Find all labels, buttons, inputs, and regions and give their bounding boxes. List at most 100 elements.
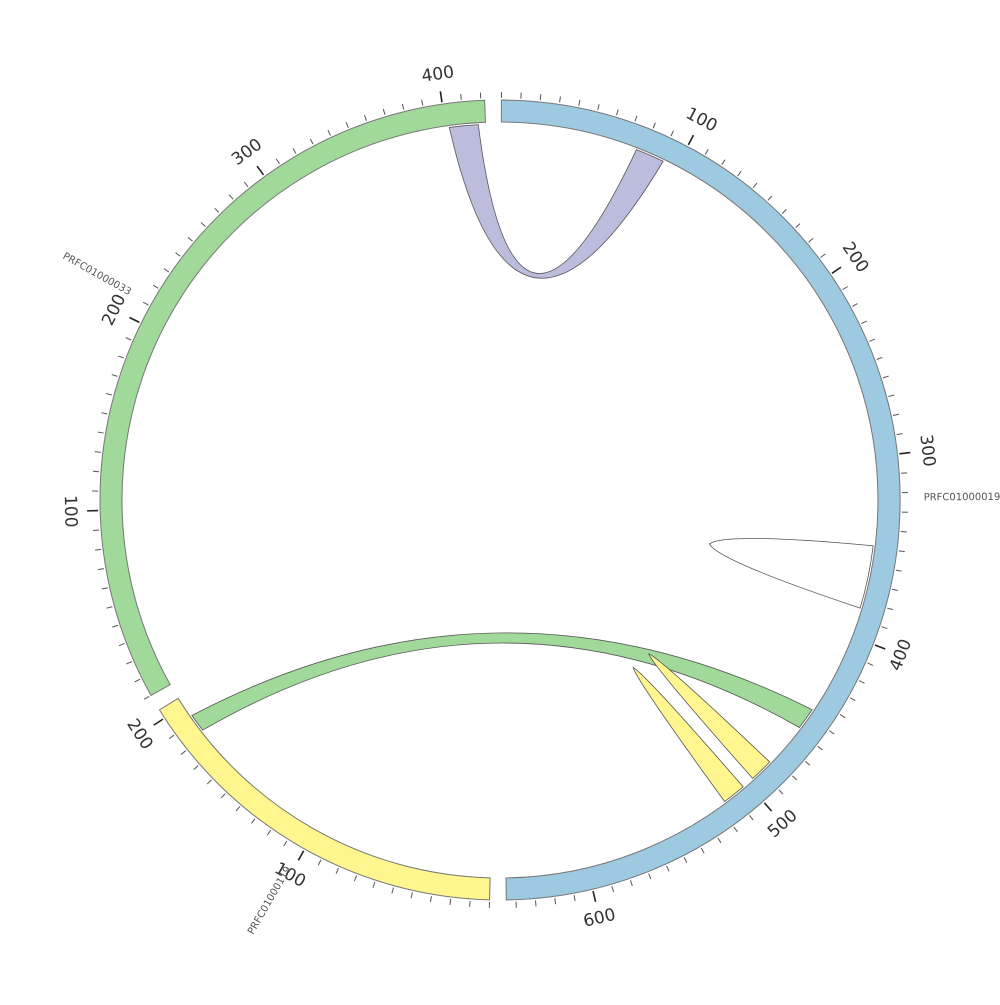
minor-tick <box>95 549 101 550</box>
major-tick <box>832 267 841 273</box>
minor-tick <box>112 375 118 377</box>
minor-tick <box>701 848 704 853</box>
minor-tick <box>153 285 158 288</box>
minor-tick <box>126 662 131 664</box>
minor-tick <box>430 896 431 902</box>
major-tick <box>257 166 263 175</box>
minor-tick <box>882 627 888 629</box>
minor-tick <box>112 625 118 627</box>
tick-label: 600 <box>581 905 617 932</box>
minor-tick <box>667 866 669 871</box>
labels-layer: 100200300400500600PRFC01000019100200PRFC… <box>60 62 1000 936</box>
major-tick <box>875 645 885 649</box>
minor-tick <box>869 339 875 341</box>
major-tick <box>130 317 140 322</box>
minor-tick <box>653 123 655 129</box>
segment-label-prfc01000019: PRFC01000019 <box>924 492 1000 503</box>
minor-tick <box>422 100 423 106</box>
minor-tick <box>201 222 205 226</box>
minor-tick <box>540 94 541 100</box>
minor-tick <box>328 130 331 135</box>
major-tick <box>899 453 910 454</box>
minor-tick <box>630 880 632 886</box>
tick-label: 500 <box>764 806 802 842</box>
minor-tick <box>383 109 385 115</box>
minor-tick <box>867 663 872 665</box>
minor-tick <box>840 714 845 717</box>
tick-label: 100 <box>60 495 81 528</box>
minor-tick <box>892 589 898 590</box>
segment-arc-prfc01000119 <box>159 698 490 900</box>
minor-tick <box>718 838 721 843</box>
minor-tick <box>284 841 287 846</box>
minor-tick <box>897 434 903 435</box>
major-tick <box>764 803 771 811</box>
minor-tick <box>612 886 614 892</box>
minor-tick <box>809 238 814 242</box>
tick-label: 300 <box>915 433 939 468</box>
minor-tick <box>119 644 125 646</box>
minor-tick <box>684 857 687 862</box>
minor-tick <box>877 357 883 359</box>
major-tick <box>688 135 693 145</box>
segment-label-prfc01000119: PRFC01000119 <box>246 865 294 937</box>
minor-tick <box>107 607 113 609</box>
minor-tick <box>893 414 899 415</box>
minor-tick <box>782 209 786 213</box>
ideogram-layer <box>100 100 900 900</box>
minor-tick <box>555 898 556 904</box>
minor-tick <box>207 780 211 784</box>
minor-tick <box>101 413 107 414</box>
major-tick <box>593 891 596 902</box>
major-tick <box>298 851 303 861</box>
minor-tick <box>221 794 225 798</box>
minor-tick <box>535 900 536 906</box>
minor-tick <box>560 97 561 103</box>
minor-tick <box>749 815 753 820</box>
minor-tick <box>896 570 902 571</box>
minor-tick <box>98 569 104 570</box>
minor-tick <box>169 735 174 739</box>
minor-tick <box>671 131 674 136</box>
major-tick <box>154 719 163 725</box>
minor-tick <box>144 696 149 699</box>
minor-tick <box>106 393 112 395</box>
minor-tick <box>143 302 148 305</box>
minor-tick <box>753 183 757 188</box>
minor-tick <box>354 876 356 882</box>
minor-tick <box>722 160 725 165</box>
minor-tick <box>859 681 864 684</box>
minor-tick <box>738 171 742 176</box>
minor-tick <box>768 196 772 200</box>
minor-tick <box>373 882 375 888</box>
tick-label: 100 <box>682 104 720 137</box>
minor-tick <box>579 100 580 106</box>
minor-tick <box>861 321 866 324</box>
minor-tick <box>843 286 848 289</box>
minor-tick <box>267 830 270 835</box>
minor-tick <box>883 376 889 378</box>
minor-tick <box>236 806 240 811</box>
minor-tick <box>181 751 186 755</box>
minor-tick <box>635 116 637 122</box>
minor-tick <box>450 899 451 905</box>
minor-tick <box>461 94 462 100</box>
minor-tick <box>276 159 279 164</box>
minor-tick <box>293 148 296 153</box>
minor-tick <box>215 208 219 212</box>
minor-tick <box>176 253 181 257</box>
ticks-layer <box>87 91 910 908</box>
minor-tick <box>118 356 124 358</box>
tick-label: 200 <box>122 715 156 753</box>
tick-label: 200 <box>838 238 873 276</box>
major-tick <box>440 91 442 102</box>
minor-tick <box>899 551 905 552</box>
minor-tick <box>818 746 823 750</box>
minor-tick <box>392 888 394 894</box>
segment-label-prfc01000033: PRFC01000033 <box>61 251 133 298</box>
minor-tick <box>229 195 233 199</box>
minor-tick <box>346 122 348 128</box>
minor-tick <box>850 698 855 701</box>
minor-tick <box>188 237 193 241</box>
